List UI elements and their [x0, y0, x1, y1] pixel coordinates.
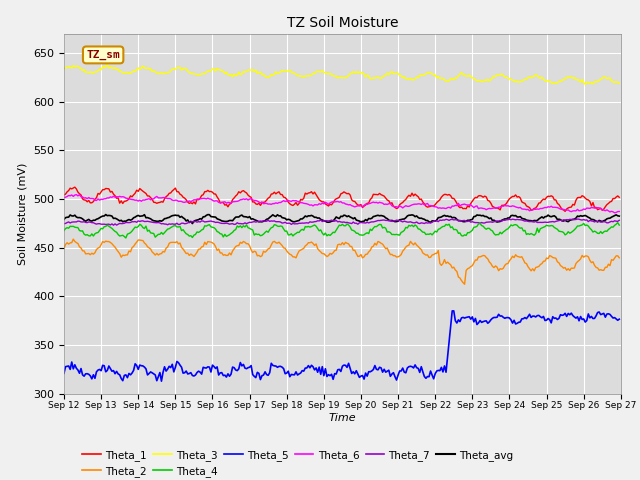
Theta_2 — [227, 252, 235, 258]
Title: TZ Soil Moisture: TZ Soil Moisture — [287, 16, 398, 30]
Theta_avg — [189, 221, 196, 227]
Theta_7 — [227, 221, 235, 227]
Theta_5 — [157, 378, 165, 384]
Theta_5 — [305, 363, 312, 369]
Theta_5 — [227, 371, 235, 377]
Theta_6 — [72, 192, 80, 198]
Theta_3 — [130, 68, 138, 74]
Theta_6 — [60, 195, 68, 201]
Theta_avg — [228, 218, 236, 224]
Theta_avg — [616, 213, 623, 219]
Theta_6 — [305, 202, 312, 207]
Theta_2 — [616, 255, 623, 261]
Theta_6 — [616, 209, 623, 215]
Theta_1 — [305, 190, 312, 196]
Theta_5 — [616, 316, 623, 322]
Theta_4 — [130, 226, 138, 232]
Line: Theta_5: Theta_5 — [64, 311, 620, 381]
Theta_6 — [255, 199, 263, 205]
Theta_6 — [246, 196, 253, 202]
Theta_5 — [588, 313, 595, 319]
Theta_avg — [257, 219, 264, 225]
Theta_5 — [60, 371, 68, 376]
Theta_1 — [71, 184, 79, 190]
Theta_3 — [246, 67, 253, 72]
Theta_2 — [305, 240, 312, 246]
Theta_4 — [122, 235, 130, 241]
Theta_3 — [581, 82, 589, 87]
Theta_2 — [69, 236, 77, 242]
Theta_7 — [588, 218, 595, 224]
Theta_avg — [60, 216, 68, 222]
Theta_1 — [246, 193, 253, 199]
Theta_4 — [614, 220, 621, 226]
Theta_6 — [586, 205, 594, 211]
Theta_4 — [227, 230, 235, 236]
Theta_1 — [130, 192, 138, 198]
Y-axis label: Soil Moisture (mV): Soil Moisture (mV) — [17, 162, 28, 265]
Theta_4 — [60, 228, 68, 233]
Legend: Theta_1, Theta_2, Theta_3, Theta_4, Theta_5, Theta_6, Theta_7, Theta_avg: Theta_1, Theta_2, Theta_3, Theta_4, Thet… — [78, 445, 518, 480]
Line: Theta_4: Theta_4 — [64, 223, 620, 238]
Theta_3 — [60, 66, 68, 72]
Theta_7 — [305, 220, 312, 226]
Theta_4 — [616, 222, 623, 228]
Theta_avg — [102, 212, 109, 217]
Theta_3 — [616, 80, 623, 86]
Theta_6 — [611, 210, 618, 216]
Theta_5 — [449, 308, 456, 314]
Theta_7 — [109, 222, 117, 228]
Line: Theta_7: Theta_7 — [64, 219, 620, 225]
Theta_4 — [246, 226, 253, 231]
Theta_1 — [255, 200, 263, 206]
Theta_3 — [305, 73, 312, 79]
Theta_4 — [255, 231, 263, 237]
Line: Theta_2: Theta_2 — [64, 239, 620, 284]
Theta_2 — [60, 245, 68, 251]
Theta_3 — [227, 72, 235, 77]
Line: Theta_1: Theta_1 — [64, 187, 620, 211]
Theta_avg — [588, 216, 595, 222]
Theta_2 — [588, 260, 595, 265]
Theta_3 — [588, 80, 595, 86]
Theta_2 — [130, 243, 138, 249]
Theta_1 — [588, 203, 595, 209]
Line: Theta_avg: Theta_avg — [64, 215, 620, 224]
Line: Theta_3: Theta_3 — [64, 65, 620, 84]
Theta_6 — [130, 197, 138, 203]
Theta_2 — [461, 281, 468, 287]
Theta_3 — [255, 70, 263, 75]
Theta_7 — [60, 221, 68, 227]
Theta_1 — [227, 201, 235, 206]
Theta_7 — [246, 219, 253, 225]
Theta_avg — [247, 216, 255, 222]
Theta_5 — [246, 364, 253, 370]
Theta_4 — [586, 225, 594, 231]
Theta_avg — [306, 213, 314, 219]
Theta_7 — [573, 216, 581, 222]
Line: Theta_6: Theta_6 — [64, 195, 620, 213]
Theta_5 — [128, 370, 136, 376]
Theta_1 — [60, 192, 68, 198]
Theta_7 — [616, 217, 623, 223]
Theta_1 — [616, 194, 623, 200]
Theta_7 — [130, 219, 138, 225]
Theta_2 — [255, 252, 263, 258]
Theta_6 — [227, 200, 235, 206]
Theta_avg — [130, 215, 138, 221]
Theta_1 — [561, 208, 569, 214]
X-axis label: Time: Time — [328, 413, 356, 423]
Theta_5 — [255, 371, 263, 376]
Theta_7 — [255, 218, 263, 224]
Theta_4 — [305, 224, 312, 229]
Text: TZ_sm: TZ_sm — [86, 50, 120, 60]
Theta_2 — [246, 243, 253, 249]
Theta_3 — [104, 62, 111, 68]
